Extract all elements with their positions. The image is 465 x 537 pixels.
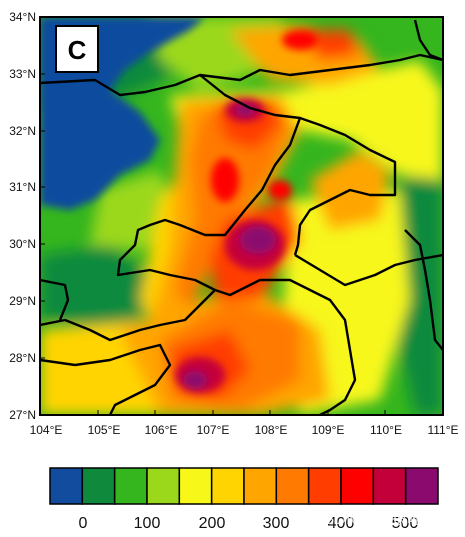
- colorbar-swatch: [404, 467, 439, 505]
- colorbar-tick-label: 400: [328, 515, 355, 532]
- colorbar-swatch: [49, 467, 84, 505]
- latitude-axis: 34°N 33°N 32°N 31°N 30°N 29°N 28°N 27°N: [9, 10, 45, 422]
- panel-label: C: [68, 35, 87, 65]
- lon-tick-label: 109°E: [312, 423, 345, 437]
- colorbar-swatch: [81, 467, 116, 505]
- lat-tick-label: 29°N: [9, 294, 36, 308]
- lat-tick-label: 32°N: [9, 124, 36, 138]
- colorbar-swatch: [307, 467, 342, 505]
- colorbar-swatch: [275, 467, 310, 505]
- lon-tick-label: 104°E: [30, 423, 63, 437]
- lon-tick-label: 106°E: [145, 423, 178, 437]
- lon-tick-label: 107°E: [197, 423, 230, 437]
- colorbar-tick-label: 0: [79, 515, 88, 532]
- lon-tick-label: 105°E: [88, 423, 121, 437]
- colorbar-tick-label: 200: [199, 515, 226, 532]
- colorbar: 0 100 200 300 400 500: [49, 467, 439, 532]
- lat-tick-label: 30°N: [9, 237, 36, 251]
- colorbar-swatch: [243, 467, 278, 505]
- lat-tick-label: 27°N: [9, 408, 36, 422]
- lon-tick-label: 108°E: [255, 423, 288, 437]
- map-frame: [39, 16, 444, 416]
- colorbar-swatch: [340, 467, 375, 505]
- colorbar-swatch: [146, 467, 181, 505]
- precipitation-field: [40, 17, 443, 415]
- colorbar-tick-label: 300: [263, 515, 290, 532]
- longitude-axis: 104°E 105°E 106°E 107°E 108°E 109°E 110°…: [30, 410, 459, 437]
- lat-tick-label: 31°N: [9, 180, 36, 194]
- colorbar-swatch: [372, 467, 407, 505]
- colorbar-tick-label: 100: [134, 515, 161, 532]
- colorbar-tick-label: 500: [392, 515, 419, 532]
- colorbar-swatch: [113, 467, 148, 505]
- lon-tick-label: 110°E: [370, 423, 402, 437]
- lat-tick-label: 34°N: [9, 10, 36, 24]
- lat-tick-label: 33°N: [9, 67, 36, 81]
- colorbar-swatch: [178, 467, 213, 505]
- province-boundaries: [40, 19, 443, 415]
- lat-tick-label: 28°N: [9, 351, 36, 365]
- lon-tick-label: 111°E: [427, 423, 458, 437]
- panel-label-box: C: [55, 25, 99, 73]
- colorbar-swatch: [210, 467, 245, 505]
- watermark: CSDN @你很喵张读: [314, 510, 452, 528]
